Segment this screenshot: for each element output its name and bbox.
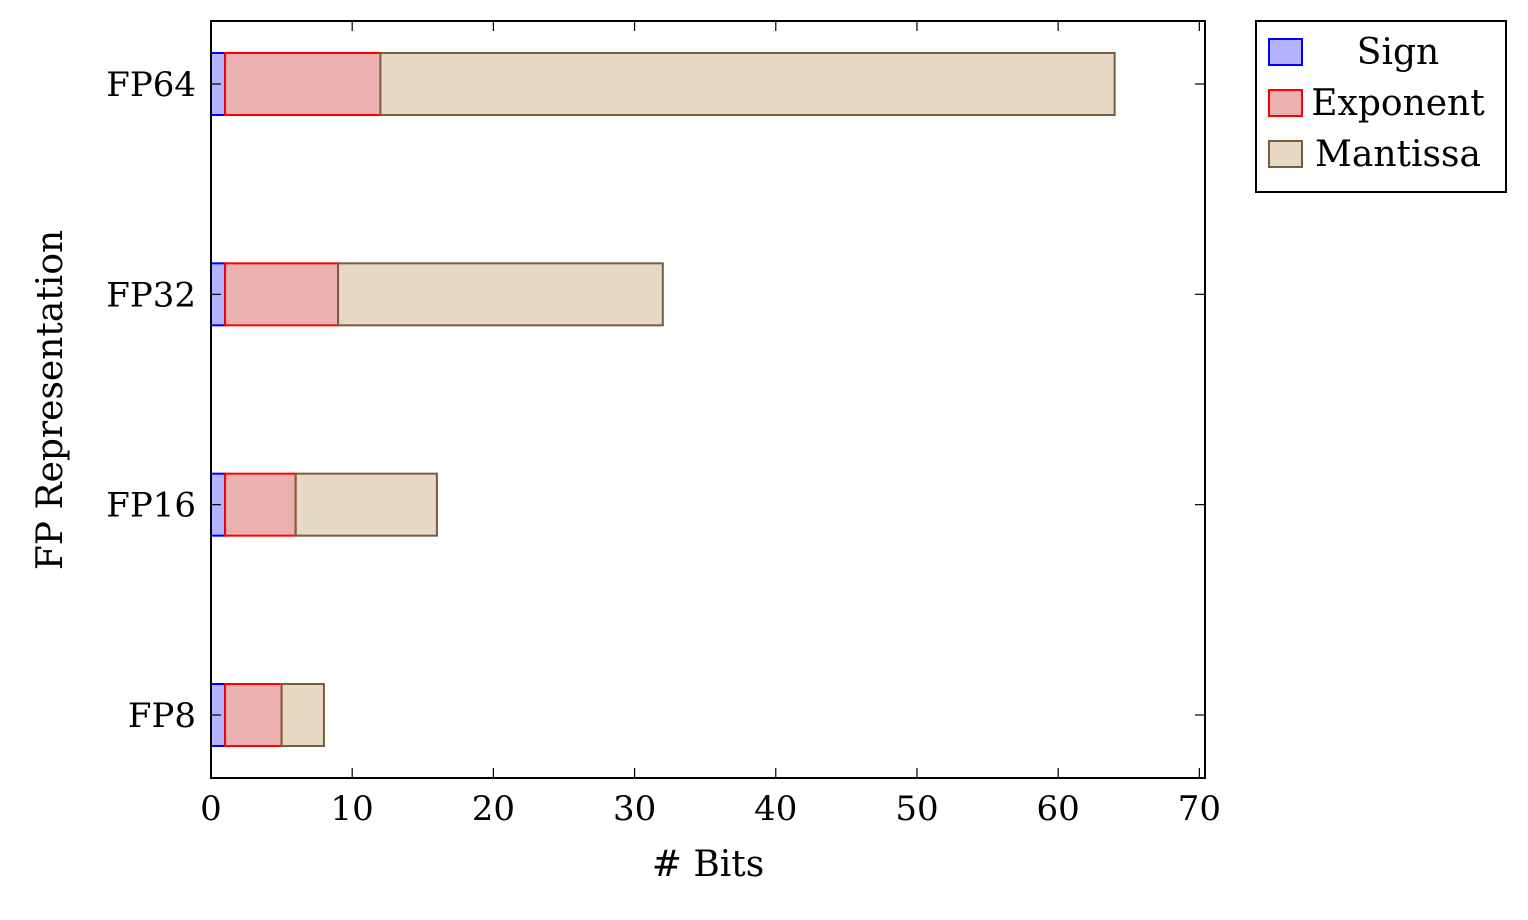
x-axis-label: # Bits [652,844,765,885]
x-tick-label: 30 [613,789,656,829]
x-tick-label: 10 [331,789,374,829]
legend: Sign Exponent Mantissa [1255,20,1507,193]
y-tick-label-fp32: FP32 [106,275,196,315]
bar-fp32-mantissa [337,262,664,327]
bar-fp8-mantissa [280,683,325,747]
x-axis-ticks: 0 10 20 30 40 50 60 70 [200,21,1221,829]
legend-swatch-exponent [1268,89,1303,117]
bars-group [210,52,1116,747]
x-tick-label: 60 [1037,789,1080,829]
x-tick-label: 20 [472,789,515,829]
legend-swatch-sign [1268,38,1303,66]
x-tick-label: 50 [895,789,938,829]
legend-label-exponent: Exponent [1311,83,1485,124]
y-axis-ticks: FP64 FP32 FP16 FP8 [106,65,1205,736]
x-tick-label: 0 [200,789,222,829]
y-axis-label: FP Representation [30,230,71,570]
bar-fp32-exponent [224,262,340,327]
legend-swatch-mantissa [1268,140,1303,168]
bar-fp64-mantissa [379,52,1116,116]
bar-fp64-exponent [224,52,382,116]
plot-frame [210,20,1206,779]
bar-fp16-exponent [224,472,297,537]
bar-fp16-mantissa [294,472,438,537]
y-tick-label-fp8: FP8 [128,696,196,736]
x-tick-label: 40 [754,789,797,829]
legend-label-mantissa: Mantissa [1315,134,1481,175]
y-tick-label-fp16: FP16 [106,486,196,526]
legend-label-sign: Sign [1357,32,1439,73]
y-tick-label-fp64: FP64 [106,65,196,105]
bar-fp8-exponent [224,683,283,747]
x-tick-label: 70 [1178,789,1221,829]
